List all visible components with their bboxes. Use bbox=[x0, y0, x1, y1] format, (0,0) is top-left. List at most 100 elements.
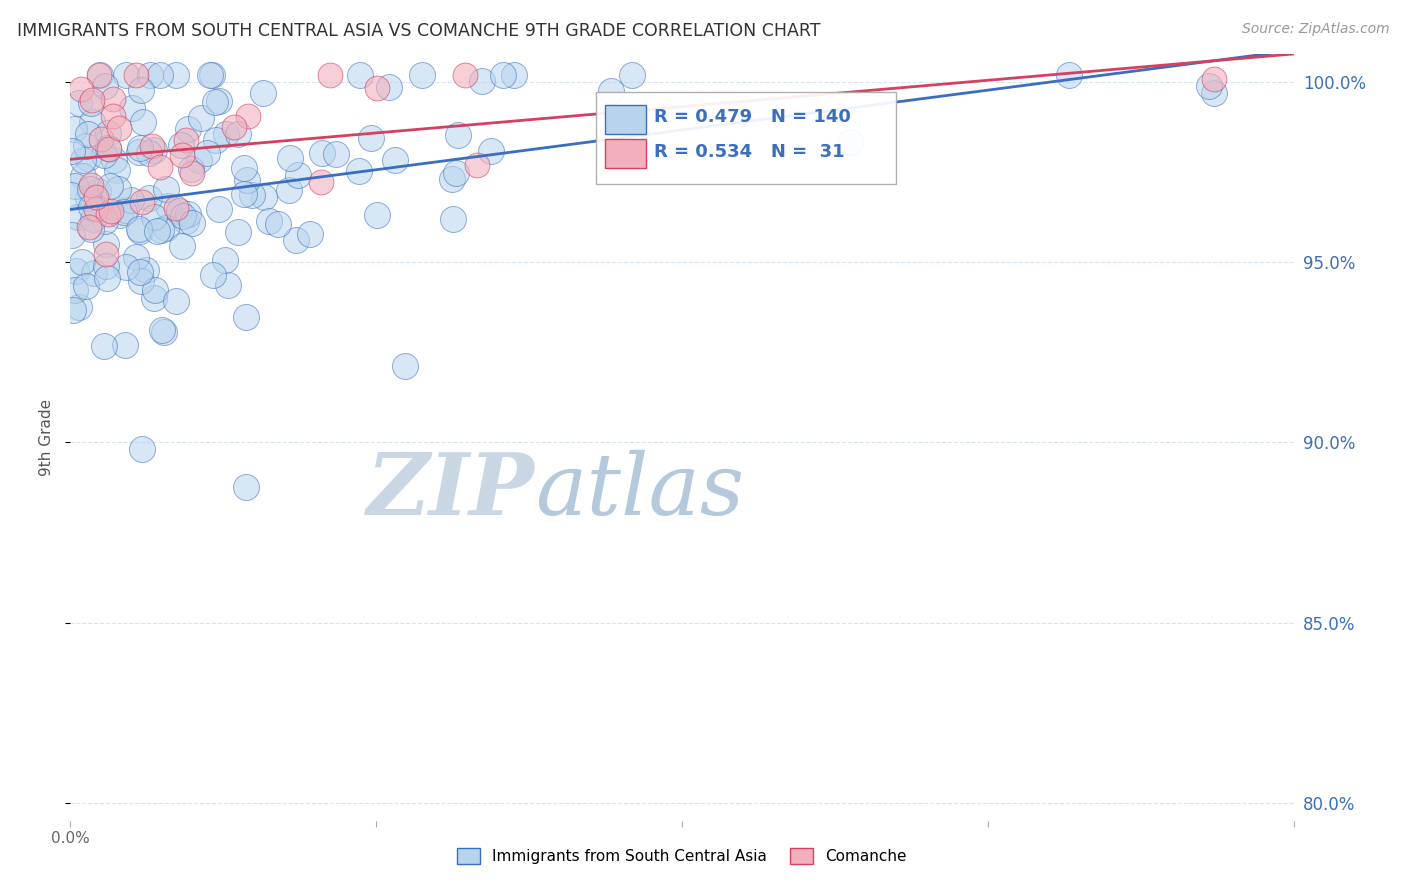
Point bbox=[97, 141, 120, 155]
Point bbox=[465, 158, 488, 172]
Point bbox=[454, 68, 477, 82]
Point bbox=[366, 80, 388, 95]
Point bbox=[77, 191, 100, 205]
Point bbox=[93, 213, 115, 227]
Point bbox=[103, 109, 125, 123]
Point bbox=[235, 173, 257, 187]
Point bbox=[226, 225, 249, 239]
FancyBboxPatch shape bbox=[605, 105, 647, 134]
Point bbox=[80, 178, 103, 193]
FancyBboxPatch shape bbox=[596, 92, 896, 184]
Point bbox=[132, 115, 155, 129]
Point bbox=[287, 169, 309, 183]
Point bbox=[1057, 68, 1080, 82]
Point bbox=[97, 126, 120, 140]
Point bbox=[1202, 71, 1225, 86]
Point bbox=[280, 151, 302, 165]
Point bbox=[84, 202, 107, 216]
Point bbox=[157, 199, 180, 213]
Point bbox=[69, 81, 91, 95]
Point bbox=[97, 206, 120, 220]
Point bbox=[155, 221, 177, 235]
Text: ZIP: ZIP bbox=[367, 449, 536, 533]
Point bbox=[141, 139, 163, 153]
Point bbox=[174, 214, 197, 228]
Point bbox=[128, 222, 150, 236]
Point bbox=[143, 283, 166, 297]
Point bbox=[309, 175, 332, 189]
Point bbox=[79, 222, 101, 236]
Point bbox=[201, 68, 224, 82]
Point bbox=[471, 73, 494, 87]
Point bbox=[121, 102, 143, 116]
Point bbox=[62, 302, 84, 317]
Point bbox=[360, 131, 382, 145]
Point bbox=[108, 120, 131, 135]
Point bbox=[80, 114, 103, 128]
Point bbox=[366, 208, 388, 222]
Point bbox=[202, 268, 225, 282]
Point bbox=[83, 266, 105, 280]
Point bbox=[620, 68, 643, 82]
Point bbox=[378, 80, 401, 95]
Point bbox=[63, 283, 86, 297]
Point bbox=[172, 148, 194, 162]
Point bbox=[165, 202, 187, 216]
Point bbox=[226, 127, 249, 141]
Point bbox=[98, 142, 121, 156]
Point bbox=[108, 208, 131, 222]
Point bbox=[441, 212, 464, 227]
Point bbox=[253, 190, 276, 204]
Point bbox=[105, 163, 128, 178]
Point bbox=[214, 253, 236, 268]
Point bbox=[93, 148, 115, 162]
Point bbox=[215, 127, 238, 141]
Point bbox=[284, 234, 307, 248]
Point bbox=[128, 141, 150, 155]
Point bbox=[96, 237, 118, 252]
Point bbox=[139, 68, 162, 82]
Point bbox=[195, 146, 218, 161]
Point bbox=[180, 162, 202, 177]
Point bbox=[60, 144, 83, 158]
Point bbox=[114, 337, 136, 351]
Point bbox=[138, 145, 160, 160]
Point bbox=[240, 187, 263, 202]
Point bbox=[170, 137, 193, 152]
Point bbox=[94, 247, 117, 261]
Point bbox=[440, 172, 463, 186]
Point bbox=[180, 216, 202, 230]
Point bbox=[75, 139, 97, 153]
Point bbox=[1202, 86, 1225, 100]
Point bbox=[165, 68, 187, 82]
Point bbox=[447, 128, 470, 142]
Point bbox=[84, 190, 107, 204]
Point bbox=[103, 153, 125, 168]
Point bbox=[444, 166, 467, 180]
Text: R = 0.479   N = 140: R = 0.479 N = 140 bbox=[654, 108, 851, 126]
Point bbox=[232, 161, 254, 175]
Point bbox=[150, 323, 173, 337]
Point bbox=[135, 263, 157, 277]
Point bbox=[114, 260, 136, 274]
Text: atlas: atlas bbox=[536, 450, 744, 533]
Point bbox=[128, 224, 150, 238]
Point bbox=[165, 293, 187, 308]
Legend: Immigrants from South Central Asia, Comanche: Immigrants from South Central Asia, Coma… bbox=[451, 842, 912, 871]
Point bbox=[59, 188, 82, 202]
Point bbox=[100, 203, 122, 218]
Point bbox=[149, 68, 172, 82]
Point bbox=[600, 84, 623, 98]
Point bbox=[128, 145, 150, 159]
Point bbox=[257, 214, 280, 228]
Point bbox=[72, 153, 94, 167]
Point bbox=[149, 223, 172, 237]
Point bbox=[267, 217, 290, 231]
Point bbox=[142, 143, 165, 157]
Point bbox=[125, 250, 148, 264]
Point bbox=[82, 93, 104, 107]
Point bbox=[80, 200, 103, 214]
Point bbox=[72, 169, 94, 183]
Point bbox=[128, 264, 150, 278]
Point bbox=[90, 132, 112, 146]
